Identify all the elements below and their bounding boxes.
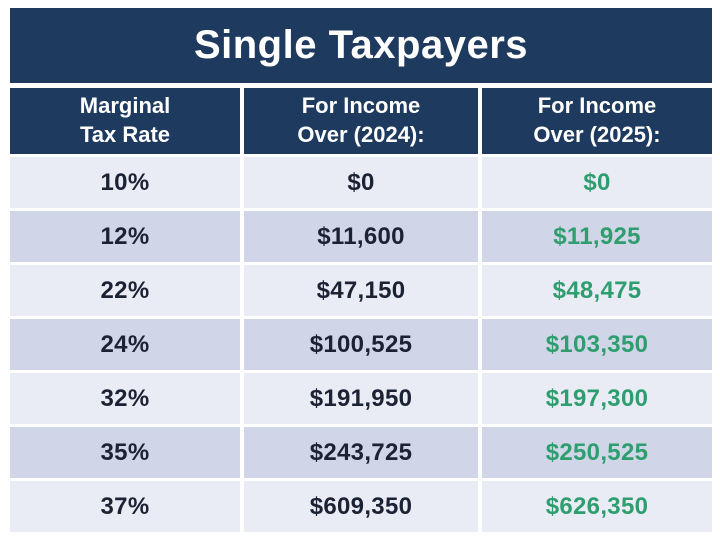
table-row: 22% $47,150 $48,475: [10, 265, 712, 316]
income-2025-cell: $250,525: [482, 427, 712, 478]
table-row: 37% $609,350 $626,350: [10, 481, 712, 532]
income-2025-cell: $197,300: [482, 373, 712, 424]
single-taxpayers-table: Single Taxpayers Marginal Tax Rate For I…: [10, 8, 712, 535]
income-2024-cell: $100,525: [244, 319, 478, 370]
header-line: For Income: [537, 93, 657, 119]
header-line: For Income: [301, 93, 421, 119]
income-2024-cell: $0: [244, 157, 478, 208]
header-line: Marginal: [79, 93, 171, 119]
rate-cell: 35%: [10, 427, 240, 478]
header-income-over-2025: For Income Over (2025):: [482, 88, 712, 154]
income-2025-cell: $48,475: [482, 265, 712, 316]
table-body: 10% $0 $0 12% $11,600 $11,925 22% $47,150 $48,47…: [10, 157, 712, 532]
header-line: Over (2025):: [533, 122, 661, 147]
table-row: 10% $0 $0: [10, 157, 712, 208]
rate-cell: 12%: [10, 211, 240, 262]
table-header-row: Marginal Tax Rate For Income Over (2024)…: [10, 88, 712, 154]
header-marginal-tax-rate: Marginal Tax Rate: [10, 88, 240, 154]
table-row: 35% $243,725 $250,525: [10, 427, 712, 478]
header-line: Over (2024):: [297, 122, 425, 147]
rate-cell: 37%: [10, 481, 240, 532]
rate-cell: 32%: [10, 373, 240, 424]
header-line: Tax Rate: [79, 122, 171, 147]
rate-cell: 22%: [10, 265, 240, 316]
table-row: 32% $191,950 $197,300: [10, 373, 712, 424]
header-income-over-2024: For Income Over (2024):: [244, 88, 478, 154]
rate-cell: 24%: [10, 319, 240, 370]
table-row: 24% $100,525 $103,350: [10, 319, 712, 370]
income-2024-cell: $243,725: [244, 427, 478, 478]
income-2024-cell: $11,600: [244, 211, 478, 262]
income-2024-cell: $609,350: [244, 481, 478, 532]
income-2025-cell: $626,350: [482, 481, 712, 532]
table-row: 12% $11,600 $11,925: [10, 211, 712, 262]
rate-cell: 10%: [10, 157, 240, 208]
income-2024-cell: $47,150: [244, 265, 478, 316]
income-2025-cell: $11,925: [482, 211, 712, 262]
table-title: Single Taxpayers: [193, 23, 529, 67]
table-title-bar: Single Taxpayers: [10, 8, 712, 83]
income-2024-cell: $191,950: [244, 373, 478, 424]
income-2025-cell: $103,350: [482, 319, 712, 370]
income-2025-cell: $0: [482, 157, 712, 208]
